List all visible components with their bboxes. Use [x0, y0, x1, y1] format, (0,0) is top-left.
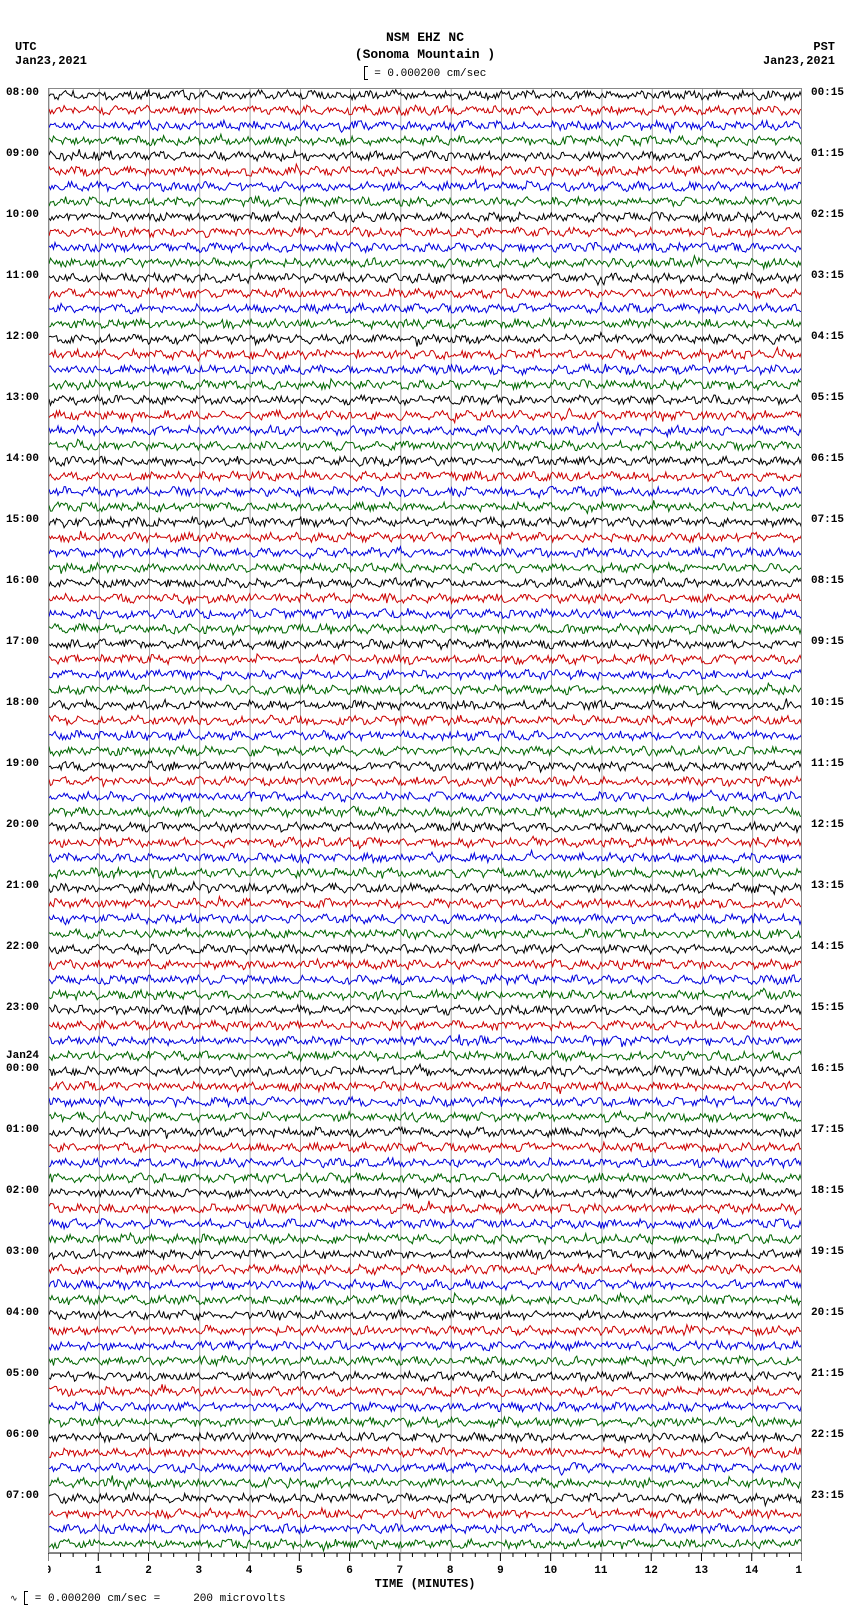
svg-text:0: 0 — [48, 1565, 51, 1577]
amp-bar-icon — [364, 66, 368, 80]
time-label: 22:15 — [811, 1429, 844, 1441]
time-label: 13:00 — [6, 392, 39, 404]
footer-suffix: 200 microvolts — [193, 1593, 285, 1605]
time-label: 20:00 — [6, 819, 39, 831]
tz-right-label: PST — [763, 40, 835, 54]
time-label: 20:15 — [811, 1307, 844, 1319]
time-label: 08:15 — [811, 575, 844, 587]
svg-text:2: 2 — [145, 1565, 152, 1577]
time-label: 00:15 — [811, 87, 844, 99]
time-label: 05:15 — [811, 392, 844, 404]
svg-text:4: 4 — [246, 1565, 253, 1577]
time-label: 08:00 — [6, 87, 39, 99]
svg-text:13: 13 — [695, 1565, 709, 1577]
time-label: 16:00 — [6, 575, 39, 587]
time-label: 03:15 — [811, 270, 844, 282]
svg-text:7: 7 — [397, 1565, 404, 1577]
x-axis: 0123456789101112131415TIME (MINUTES) — [48, 1553, 802, 1593]
tz-left-label: UTC — [15, 40, 87, 54]
time-label: 18:00 — [6, 697, 39, 709]
tz-right-block: PST Jan23,2021 — [763, 40, 835, 68]
amp-prefix: = — [374, 68, 387, 80]
time-label: 09:00 — [6, 148, 39, 160]
time-label: 03:00 — [6, 1246, 39, 1258]
time-label: 15:15 — [811, 1002, 844, 1014]
svg-text:5: 5 — [296, 1565, 303, 1577]
svg-text:6: 6 — [346, 1565, 353, 1577]
time-label: 19:00 — [6, 758, 39, 770]
svg-text:12: 12 — [645, 1565, 658, 1577]
time-label: 01:15 — [811, 148, 844, 160]
time-label: 21:00 — [6, 880, 39, 892]
time-label: 14:15 — [811, 941, 844, 953]
svg-text:TIME (MINUTES): TIME (MINUTES) — [375, 1577, 476, 1591]
tz-left-date: Jan23,2021 — [15, 54, 87, 68]
svg-text:9: 9 — [497, 1565, 504, 1577]
time-label: 10:00 — [6, 209, 39, 221]
time-label: 12:00 — [6, 331, 39, 343]
time-label: 16:15 — [811, 1063, 844, 1075]
time-label: 00:00 — [6, 1063, 39, 1075]
svg-text:14: 14 — [745, 1565, 759, 1577]
time-label: 07:15 — [811, 514, 844, 526]
time-label: 04:15 — [811, 331, 844, 343]
time-label: 07:00 — [6, 1490, 39, 1502]
time-label: 17:15 — [811, 1124, 844, 1136]
time-label: 12:15 — [811, 819, 844, 831]
time-label: 09:15 — [811, 636, 844, 648]
time-label: 01:00 — [6, 1124, 39, 1136]
footer-note: ∿ = 0.000200 cm/sec = 200 microvolts — [10, 1591, 286, 1605]
time-label: 02:00 — [6, 1185, 39, 1197]
time-label: 02:15 — [811, 209, 844, 221]
amp-value: 0.000200 cm/sec — [387, 68, 486, 80]
time-label: 23:00 — [6, 1002, 39, 1014]
date-rollover-label: Jan24 — [6, 1050, 39, 1062]
station-code: NSM EHZ NC — [0, 30, 850, 47]
time-label: 19:15 — [811, 1246, 844, 1258]
time-label: 04:00 — [6, 1307, 39, 1319]
station-location: (Sonoma Mountain ) — [0, 47, 850, 64]
time-label: 06:15 — [811, 453, 844, 465]
time-label: 05:00 — [6, 1368, 39, 1380]
svg-text:8: 8 — [447, 1565, 454, 1577]
svg-text:15: 15 — [795, 1565, 802, 1577]
time-label: 11:00 — [6, 270, 39, 282]
tz-left-block: UTC Jan23,2021 — [15, 40, 87, 68]
time-label: 15:00 — [6, 514, 39, 526]
footer-prefix: = 0.000200 cm/sec = — [35, 1593, 160, 1605]
svg-text:3: 3 — [195, 1565, 202, 1577]
tz-right-date: Jan23,2021 — [763, 54, 835, 68]
time-label: 21:15 — [811, 1368, 844, 1380]
time-label: 10:15 — [811, 697, 844, 709]
svg-text:10: 10 — [544, 1565, 557, 1577]
seismogram-page: UTC Jan23,2021 PST Jan23,2021 NSM EHZ NC… — [0, 0, 850, 1613]
svg-text:1: 1 — [95, 1565, 102, 1577]
time-label: 18:15 — [811, 1185, 844, 1197]
time-label: 06:00 — [6, 1429, 39, 1441]
time-label: 13:15 — [811, 880, 844, 892]
time-label: 23:15 — [811, 1490, 844, 1502]
svg-text:11: 11 — [594, 1565, 608, 1577]
seismogram-plot — [48, 88, 802, 1553]
time-label: 11:15 — [811, 758, 844, 770]
amp-bar-icon — [24, 1591, 28, 1605]
time-label: 22:00 — [6, 941, 39, 953]
time-label: 14:00 — [6, 453, 39, 465]
header: NSM EHZ NC (Sonoma Mountain ) = 0.000200… — [0, 0, 850, 81]
time-label: 17:00 — [6, 636, 39, 648]
